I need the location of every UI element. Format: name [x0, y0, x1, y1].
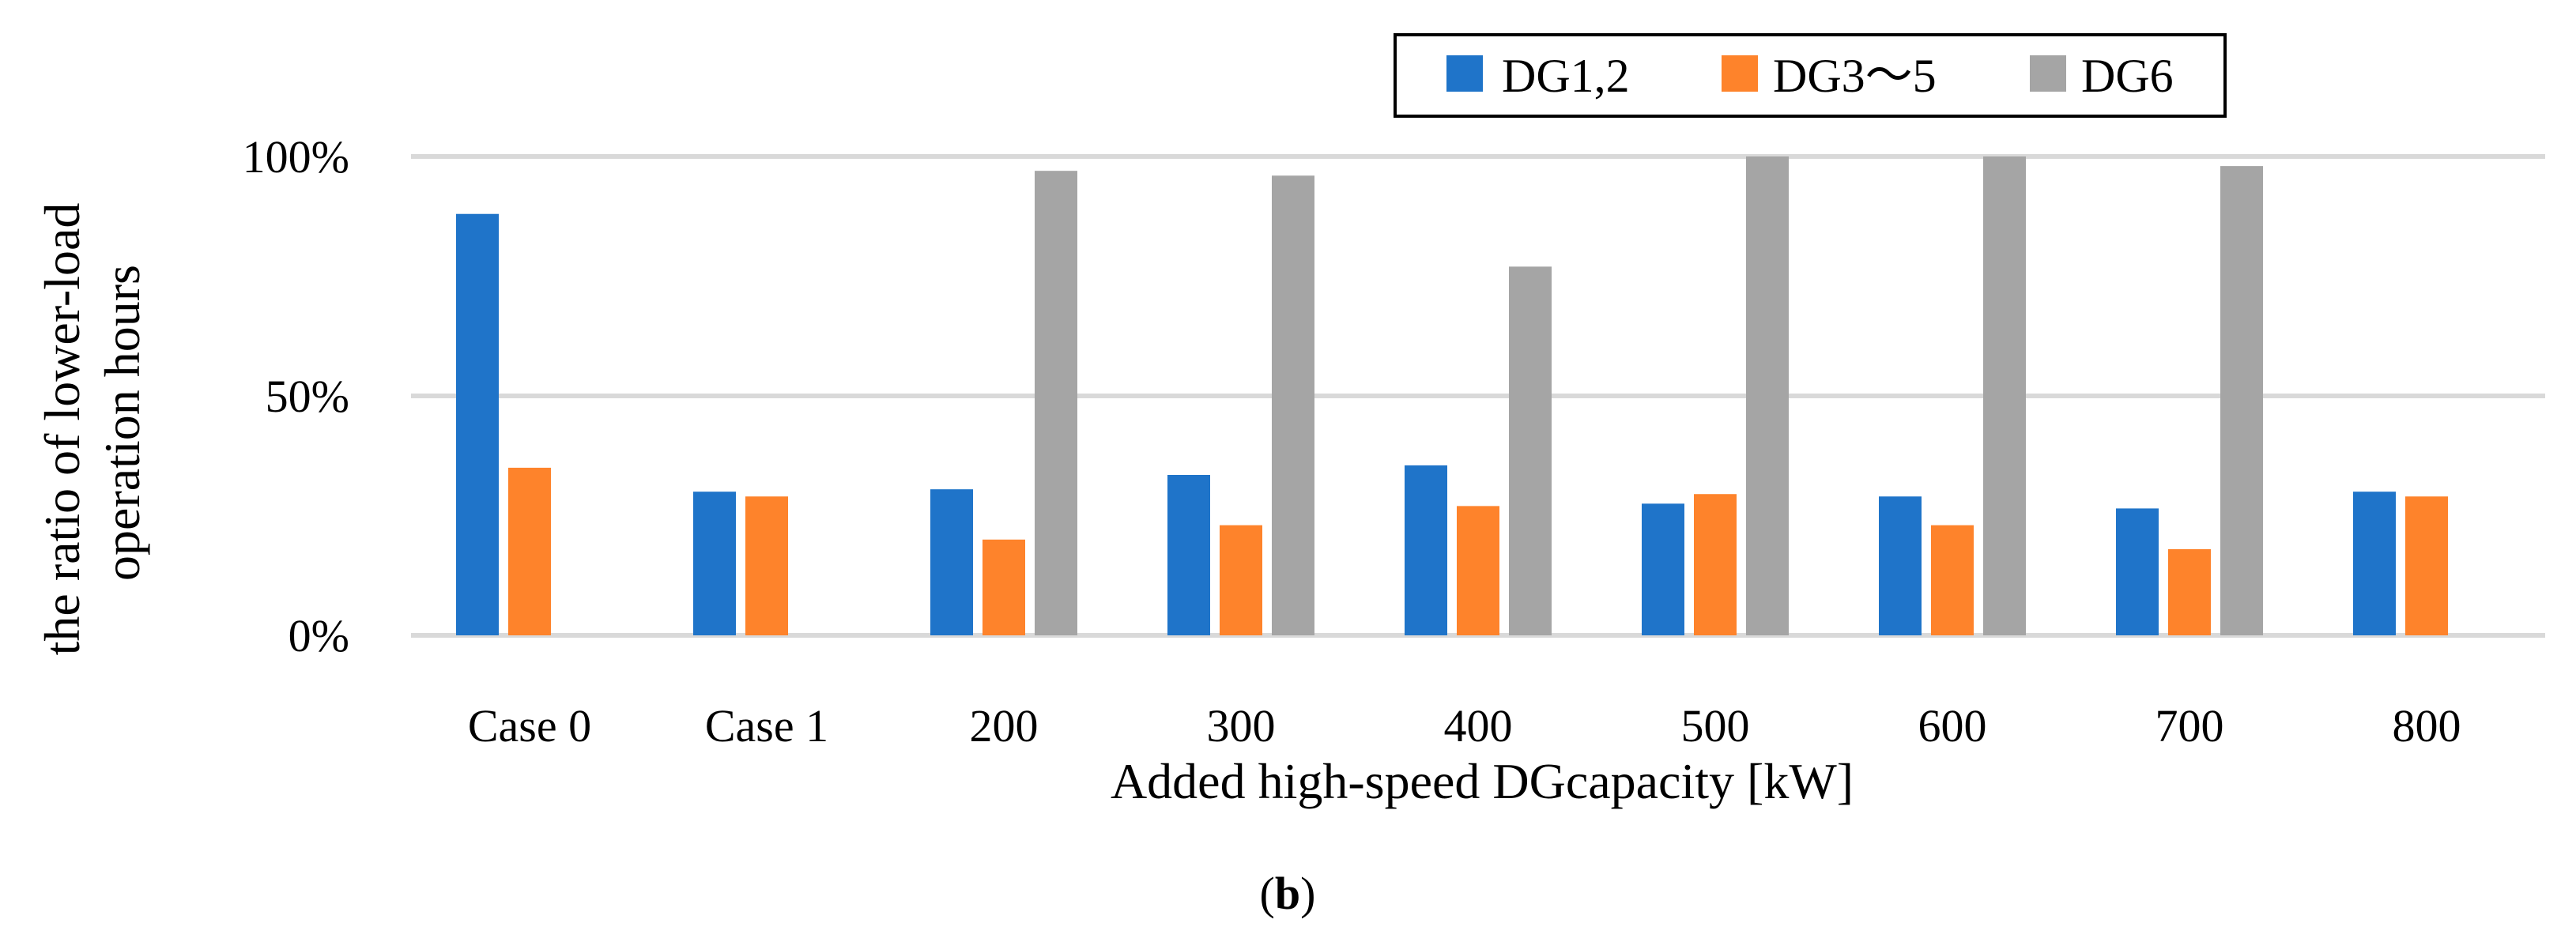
bar-dg6-500	[1746, 156, 1789, 635]
bar-dg3-5-500	[1694, 494, 1737, 635]
bar-dg1-2-700	[2116, 508, 2159, 635]
bar-dg1-2-300	[1167, 474, 1210, 635]
bar-dg1-2-500	[1642, 503, 1684, 635]
legend-swatch-dg3-5	[1722, 55, 1758, 92]
x-tick-label-700: 700	[2155, 700, 2224, 752]
x-tick-label-800: 800	[2393, 700, 2461, 752]
bar-dg6-700	[2220, 166, 2263, 635]
x-tick-label-600: 600	[1918, 700, 1987, 752]
bar-dg1-2-case-0	[456, 213, 499, 636]
x-tick-label-case-0: Case 0	[468, 700, 591, 752]
x-tick-label-500: 500	[1681, 700, 1750, 752]
bar-dg6-600	[1983, 156, 2026, 635]
bar-dg3-5-300	[1220, 525, 1262, 635]
x-tick-label-case-1: Case 1	[705, 700, 828, 752]
legend: DG1,2 DG3～5 DG6	[1394, 33, 2227, 118]
bar-dg6-400	[1509, 266, 1552, 635]
bar-dg1-2-600	[1879, 496, 1922, 635]
bar-dg3-5-400	[1457, 506, 1499, 635]
y-axis-title: the ratio of lower-load operation hours	[34, 190, 150, 656]
x-tick-label-300: 300	[1207, 700, 1276, 752]
bar-dg6-200	[1035, 171, 1077, 635]
y-tick-label-50: 50%	[266, 371, 349, 422]
x-tick-label-200: 200	[970, 700, 1039, 752]
legend-box	[1394, 33, 2227, 118]
bar-dg3-5-200	[983, 539, 1025, 635]
legend-label-dg1-2: DG1,2	[1502, 50, 1630, 102]
y-axis-title-line-2: operation hours	[94, 265, 150, 581]
x-axis-title: Added high-speed DGcapacity [kW]	[1111, 753, 1854, 809]
figure-caption: (b)	[1260, 868, 1316, 919]
x-tick-label-400: 400	[1444, 700, 1513, 752]
y-tick-label-100: 100%	[243, 131, 349, 183]
legend-swatch-dg6	[2030, 55, 2066, 92]
bar-dg3-5-case-1	[745, 496, 788, 635]
bar-dg3-5-800	[2405, 496, 2448, 635]
bar-dg3-5-700	[2168, 548, 2211, 635]
x-tick-labels: Case 0 Case 1 200 300 400 500 600 700 800	[468, 700, 2461, 752]
legend-label-dg6: DG6	[2081, 50, 2174, 102]
bar-dg1-2-case-1	[693, 492, 736, 635]
bar-dg3-5-600	[1931, 525, 1974, 635]
bar-dg1-2-400	[1405, 465, 1447, 635]
legend-swatch-dg1-2	[1446, 55, 1483, 92]
bar-dg3-5-case-0	[508, 467, 551, 635]
legend-label-dg3-5: DG3～5	[1773, 50, 1937, 102]
y-tick-labels: 0% 50% 100%	[243, 131, 349, 661]
bars	[456, 156, 2448, 636]
bar-dg1-2-800	[2353, 492, 2396, 635]
caption-letter: b	[1275, 868, 1300, 919]
caption-close-paren: )	[1300, 868, 1315, 919]
y-tick-label-0: 0%	[289, 610, 349, 661]
bar-dg6-300	[1272, 175, 1314, 636]
bar-dg1-2-200	[930, 489, 973, 635]
caption-open-paren: (	[1260, 868, 1275, 919]
y-axis-title-line-1: the ratio of lower-load	[34, 203, 90, 656]
